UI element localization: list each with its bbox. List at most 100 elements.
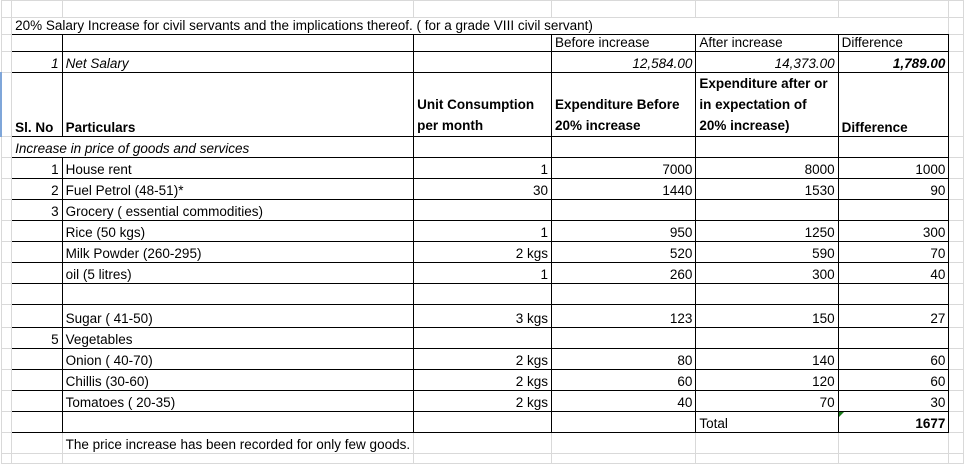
difference-cell[interactable]: 90 <box>837 178 950 200</box>
particulars-cell[interactable] <box>61 283 415 305</box>
cell[interactable] <box>837 136 950 158</box>
unit-cell[interactable]: 2 kgs <box>413 241 552 263</box>
cell[interactable] <box>61 411 415 433</box>
particulars-cell[interactable]: Chillis (30-60) <box>61 369 415 391</box>
cell[interactable] <box>948 34 964 52</box>
cell[interactable] <box>413 34 552 52</box>
after-cell[interactable]: 150 <box>695 304 839 328</box>
cell[interactable] <box>948 348 964 370</box>
sl-cell[interactable] <box>11 348 63 370</box>
cell[interactable] <box>0 17 13 35</box>
cell[interactable] <box>0 262 13 284</box>
cell[interactable] <box>0 220 13 242</box>
cell[interactable] <box>948 453 964 464</box>
sl-cell[interactable]: 2 <box>11 178 63 200</box>
after-cell[interactable]: 1250 <box>695 220 839 242</box>
sl-cell[interactable] <box>11 262 63 284</box>
cell[interactable] <box>948 432 964 454</box>
cell[interactable] <box>550 136 697 158</box>
col-header-difference[interactable]: Difference <box>837 72 950 137</box>
before-cell[interactable]: 7000 <box>550 157 697 179</box>
net-salary-difference[interactable]: 1,789.00 <box>837 51 950 73</box>
difference-cell[interactable]: 70 <box>837 241 950 263</box>
particulars-cell[interactable]: Onion ( 40-70) <box>61 348 415 370</box>
particulars-cell[interactable]: Sugar ( 41-50) <box>61 304 415 328</box>
after-cell[interactable] <box>695 327 839 349</box>
cell[interactable] <box>948 72 964 137</box>
particulars-cell[interactable]: Vegetables <box>61 327 415 349</box>
before-cell[interactable]: 260 <box>550 262 697 284</box>
cell[interactable] <box>0 178 13 200</box>
after-cell[interactable]: 120 <box>695 369 839 391</box>
cell[interactable] <box>695 0 839 18</box>
before-cell[interactable]: 1440 <box>550 178 697 200</box>
particulars-cell[interactable]: Tomatoes ( 20-35) <box>61 390 415 412</box>
unit-cell[interactable] <box>413 199 552 221</box>
cell[interactable] <box>948 0 964 18</box>
sl-cell[interactable] <box>11 220 63 242</box>
difference-cell[interactable]: 40 <box>837 262 950 284</box>
after-cell[interactable]: 140 <box>695 348 839 370</box>
after-cell[interactable] <box>695 199 839 221</box>
total-label[interactable]: Total <box>695 411 839 433</box>
before-cell[interactable] <box>550 327 697 349</box>
after-cell[interactable]: 8000 <box>695 157 839 179</box>
before-cell[interactable]: 80 <box>550 348 697 370</box>
net-salary-label[interactable]: Net Salary <box>61 51 415 73</box>
total-value[interactable]: 1677 <box>837 411 950 433</box>
cell[interactable] <box>61 0 415 18</box>
cell[interactable] <box>948 283 964 305</box>
cell[interactable] <box>948 369 964 391</box>
cell[interactable] <box>550 0 697 18</box>
cell[interactable] <box>0 327 13 349</box>
particulars-cell[interactable]: Grocery ( essential commodities) <box>61 199 415 221</box>
unit-cell[interactable]: 3 kgs <box>413 304 552 328</box>
cell[interactable] <box>948 390 964 412</box>
cell[interactable] <box>0 157 13 179</box>
cell[interactable] <box>0 348 13 370</box>
particulars-cell[interactable]: House rent <box>61 157 415 179</box>
after-cell[interactable]: 300 <box>695 262 839 284</box>
cell[interactable] <box>550 411 697 433</box>
cell[interactable] <box>0 72 13 137</box>
cell[interactable] <box>11 0 63 18</box>
difference-cell[interactable] <box>837 283 950 305</box>
after-cell[interactable]: 70 <box>695 390 839 412</box>
cell[interactable] <box>948 220 964 242</box>
cell[interactable] <box>0 432 13 454</box>
cell[interactable] <box>413 411 552 433</box>
cell[interactable] <box>0 241 13 263</box>
cell[interactable] <box>948 327 964 349</box>
after-cell[interactable] <box>695 283 839 305</box>
cell[interactable] <box>0 136 13 158</box>
unit-cell[interactable]: 2 kgs <box>413 390 552 412</box>
cell[interactable] <box>11 34 63 52</box>
cell[interactable] <box>0 369 13 391</box>
cell[interactable] <box>0 199 13 221</box>
cell[interactable] <box>11 453 63 464</box>
unit-cell[interactable]: 1 <box>413 220 552 242</box>
cell[interactable] <box>948 262 964 284</box>
cell[interactable] <box>0 304 13 328</box>
cell[interactable] <box>61 34 415 52</box>
before-cell[interactable]: 40 <box>550 390 697 412</box>
net-salary-before[interactable]: 12,584.00 <box>550 51 697 73</box>
cell[interactable] <box>61 453 415 464</box>
net-salary-sl[interactable]: 1 <box>11 51 63 73</box>
cell[interactable] <box>413 0 552 18</box>
cell[interactable] <box>0 411 13 433</box>
sl-cell[interactable] <box>11 241 63 263</box>
sl-cell[interactable] <box>11 283 63 305</box>
unit-cell[interactable]: 30 <box>413 178 552 200</box>
before-increase-header[interactable]: Before increase <box>550 34 697 52</box>
cell[interactable] <box>695 453 839 464</box>
after-cell[interactable]: 1530 <box>695 178 839 200</box>
unit-cell[interactable] <box>413 283 552 305</box>
before-cell[interactable] <box>550 199 697 221</box>
col-header-particulars[interactable]: Particulars <box>61 72 415 137</box>
particulars-cell[interactable]: Fuel Petrol (48-51)* <box>61 178 415 200</box>
sl-cell[interactable] <box>11 369 63 391</box>
particulars-cell[interactable]: Rice (50 kgs) <box>61 220 415 242</box>
difference-header[interactable]: Difference <box>837 34 950 52</box>
before-cell[interactable] <box>550 283 697 305</box>
